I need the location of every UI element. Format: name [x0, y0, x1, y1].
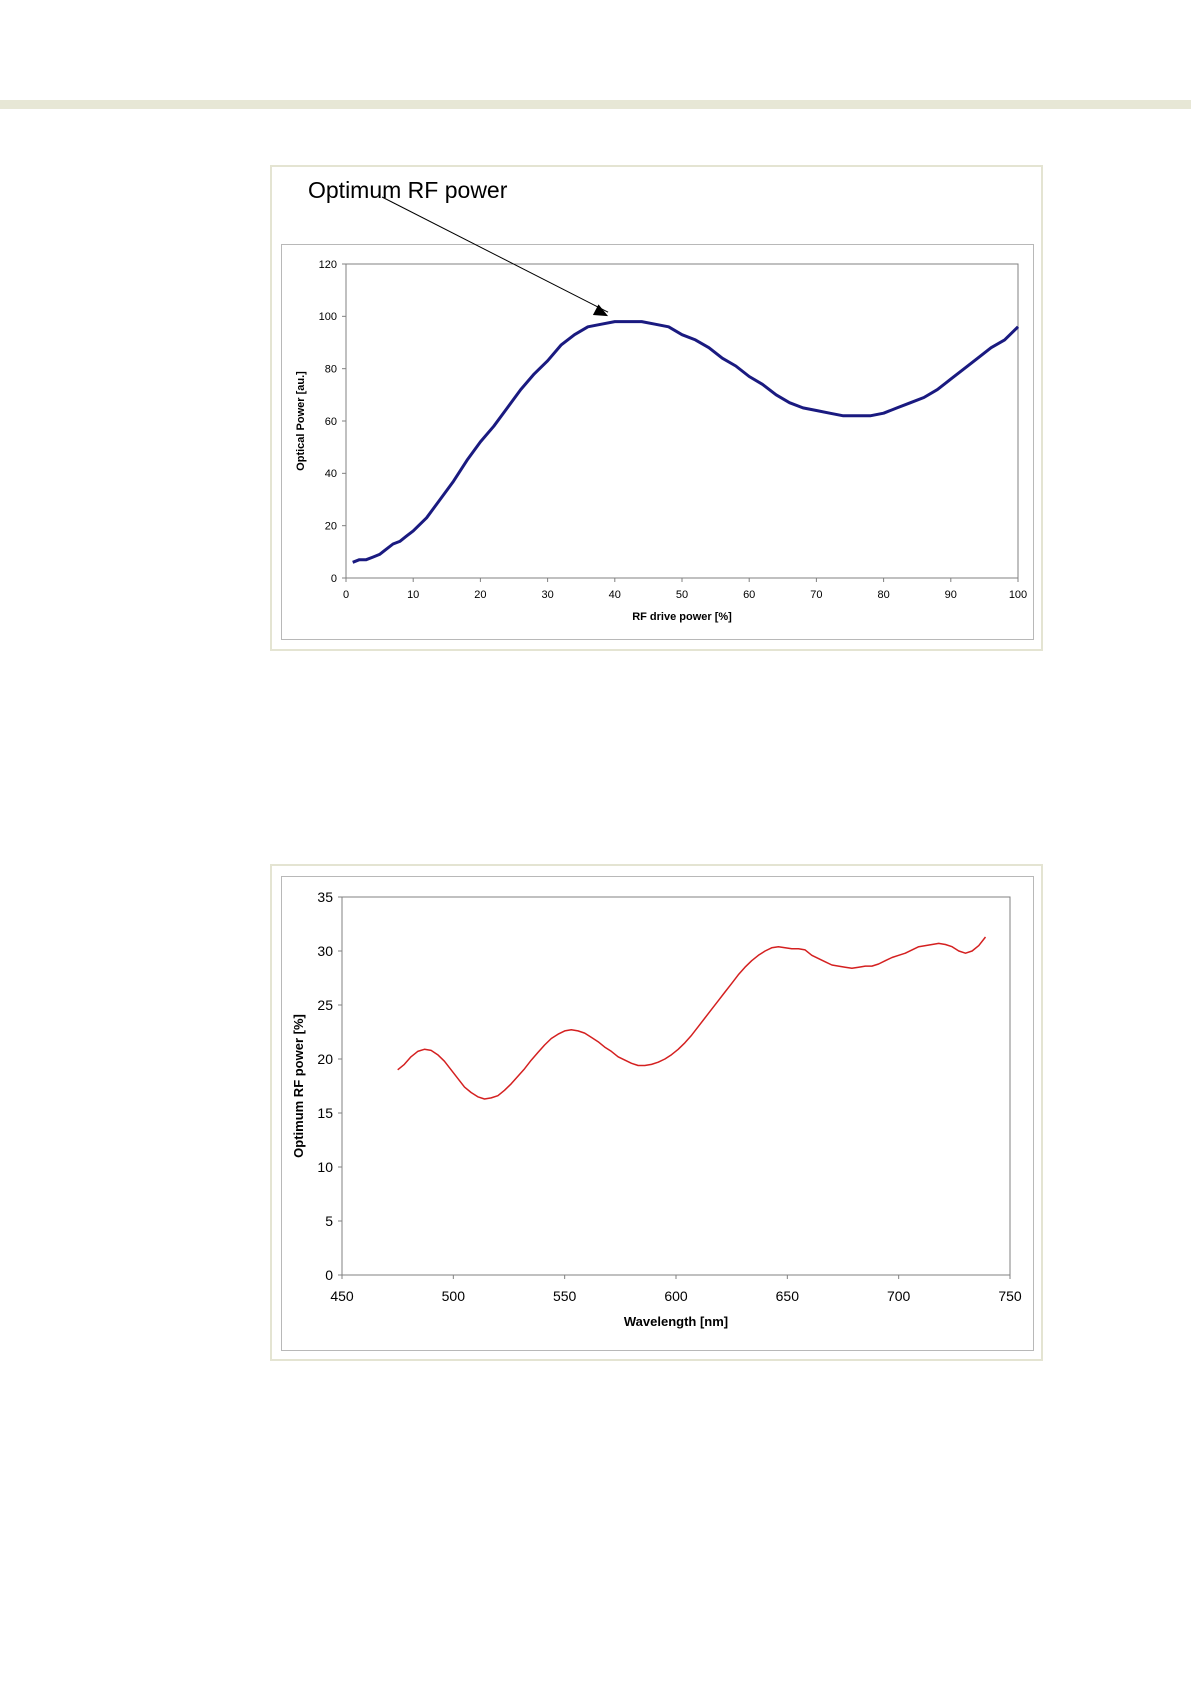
- x-tick-label: 700: [887, 1288, 911, 1304]
- y-tick-label: 30: [317, 943, 333, 959]
- y-axis-label: Optical Power [au.]: [295, 371, 307, 471]
- x-tick-label: 750: [998, 1288, 1022, 1304]
- x-tick-label: 40: [609, 589, 621, 601]
- optical-power-chart: 0 20 40 60 80 100 120 0 10 20 30 40 50 60 70 80 90 100 RF …: [295, 196, 1027, 623]
- y-axis-label: Optimum RF power [%]: [291, 1014, 306, 1158]
- x-tick-label: 20: [474, 589, 486, 601]
- x-axis-label: Wavelength [nm]: [624, 1314, 728, 1329]
- series-line: [352, 320, 1020, 564]
- x-tick-label: 90: [945, 589, 957, 601]
- plot-area-frame: [281, 244, 1034, 640]
- y-tick-label: 20: [317, 1051, 333, 1067]
- plot-border: [345, 263, 1019, 579]
- x-tick-label: 500: [442, 1288, 466, 1304]
- x-tick-label: 60: [743, 589, 755, 601]
- annotation-label: Optimum RF power: [308, 177, 508, 203]
- x-tick-label: 550: [553, 1288, 577, 1304]
- optimum-rf-power-chart: 0 5 10 15 20 25 30 35 450 500 550 600 650 700 750 Wavel…: [291, 889, 1022, 1329]
- plot-area-frame: [281, 876, 1034, 1351]
- page-header-rule: [0, 100, 1191, 109]
- x-tick-label: 10: [407, 589, 419, 601]
- x-tick-label: 100: [1009, 589, 1027, 601]
- x-tick-label: 650: [776, 1288, 800, 1304]
- figure-optimum-rf-power: 0 5 10 15 20 25 30 35 450 500 550 600 650 700 750 Wavel…: [270, 864, 1043, 1361]
- figure-optical-power: Optimum RF power 0 20 40 60 80 100 120 0 10 20 30 4…: [270, 165, 1043, 651]
- annotation-arrow-line: [381, 196, 609, 313]
- y-tick-label: 100: [319, 311, 337, 323]
- x-tick-label: 0: [343, 589, 349, 601]
- x-tick-label: 450: [330, 1288, 354, 1304]
- x-tick-label: 80: [877, 589, 889, 601]
- y-tick-label: 60: [325, 416, 337, 428]
- plot-border: [341, 896, 1011, 1276]
- y-tick-label: 15: [317, 1105, 333, 1121]
- y-tick-label: 0: [331, 573, 337, 585]
- y-tick-label: 80: [325, 364, 337, 376]
- x-tick-label: 50: [676, 589, 688, 601]
- x-tick-label: 70: [810, 589, 822, 601]
- y-tick-label: 10: [317, 1159, 333, 1175]
- annotation-arrowhead: [592, 304, 609, 317]
- y-tick-label: 20: [325, 521, 337, 533]
- x-tick-label: 600: [664, 1288, 688, 1304]
- y-tick-label: 40: [325, 468, 337, 480]
- x-tick-label: 30: [541, 589, 553, 601]
- x-axis-label: RF drive power [%]: [632, 611, 732, 623]
- y-tick-label: 25: [317, 997, 333, 1013]
- y-tick-label: 5: [325, 1213, 333, 1229]
- y-tick-label: 120: [319, 259, 337, 271]
- y-tick-label: 0: [325, 1267, 333, 1283]
- y-tick-label: 35: [317, 889, 333, 905]
- series-line: [397, 936, 987, 1100]
